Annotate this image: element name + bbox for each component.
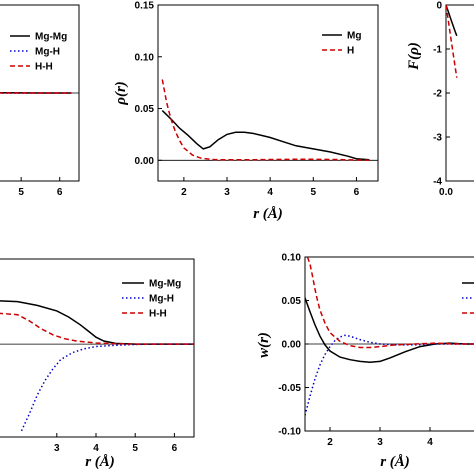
x-tick-label: 4 xyxy=(93,443,99,454)
x-tick-label: 3 xyxy=(377,437,383,448)
x-tick-label: 3 xyxy=(54,443,60,454)
legend: Mg H xyxy=(322,31,361,57)
x-tick-label: 6 xyxy=(172,443,178,454)
series-line-mg xyxy=(161,110,370,161)
x-tick-label: 6 xyxy=(57,187,63,198)
series-group xyxy=(446,5,458,78)
series-group xyxy=(161,79,370,161)
legend-label: Mg-Mg xyxy=(35,32,67,43)
series-line-2 xyxy=(305,334,474,416)
series-line-mg xyxy=(446,5,458,37)
legend: Mg-Mg Mg-H H-H xyxy=(122,279,181,320)
y-axis-label: F(ρ) xyxy=(406,42,422,71)
series-line-h xyxy=(446,5,458,78)
legend: Mg-Mg Mg-H H-H xyxy=(10,32,67,73)
chart-panel-4: 3 4 5 6 r (Å) Mg-Mg Mg-H H-H xyxy=(0,258,195,470)
chart-panel-3: 0.0 0 -1 -2 -3 -4 F(ρ) xyxy=(406,1,474,198)
y-tick-label: 0.00 xyxy=(135,156,155,167)
y-tick-label: -2 xyxy=(433,89,442,100)
legend-label: Mg xyxy=(347,31,361,42)
y-tick-label: 0.10 xyxy=(282,253,302,264)
y-tick-label: 0 xyxy=(436,1,442,12)
y-tick-label: -4 xyxy=(433,177,442,188)
series-line-mg-h xyxy=(20,343,194,432)
legend-label: H-H xyxy=(35,62,53,73)
y-tick-label: 0.05 xyxy=(282,296,302,307)
series-line-3 xyxy=(306,257,474,349)
chart-panel-2: 2 3 4 5 6 0.00 0.05 0.10 0.15 r (Å) ρ(r) Mg H xyxy=(113,1,379,222)
legend xyxy=(462,282,474,314)
x-tick-label: 0.0 xyxy=(439,187,453,198)
x-tick-label: 5 xyxy=(18,187,24,198)
legend-label: Mg-H xyxy=(149,294,174,305)
chart-panel-5: 2 3 4 -0.10 -0.05 0.00 0.05 0.10 r (Å) w(r) xyxy=(256,253,474,470)
y-tick-label: -0.05 xyxy=(278,383,301,394)
series-line-h xyxy=(161,79,370,161)
y-tick-label: 0.10 xyxy=(135,52,155,63)
y-tick-label: -1 xyxy=(433,45,442,56)
legend-label: Mg-H xyxy=(35,47,60,58)
x-axis-label: r (Å) xyxy=(85,454,115,470)
legend-label: H-H xyxy=(149,309,167,320)
y-tick-label: -0.10 xyxy=(278,427,301,438)
x-tick-label: 4 xyxy=(427,437,433,448)
series-group xyxy=(305,257,474,416)
x-tick-label: 5 xyxy=(132,443,138,454)
series-line-h-h xyxy=(0,312,194,345)
x-tick-label: 2 xyxy=(181,187,187,198)
x-tick-label: 4 xyxy=(267,187,273,198)
y-tick-label: 0.00 xyxy=(282,340,302,351)
plot-frame xyxy=(157,4,379,182)
y-tick-label: 0.15 xyxy=(135,1,155,12)
series-line-1 xyxy=(305,297,474,364)
x-tick-label: 2 xyxy=(327,437,333,448)
x-axis-label: r (Å) xyxy=(380,454,410,470)
y-tick-label: 0.05 xyxy=(135,104,155,115)
y-axis-label: w(r) xyxy=(256,332,272,358)
y-tick-label: -3 xyxy=(433,133,442,144)
x-axis-label: r (Å) xyxy=(253,206,283,222)
series-group xyxy=(0,300,194,432)
series-line-mg-mg xyxy=(0,300,194,345)
chart-panel-1: 5 6 Mg-Mg Mg-H H-H xyxy=(0,4,80,198)
x-tick-label: 3 xyxy=(224,187,230,198)
x-tick-label: 5 xyxy=(311,187,317,198)
y-axis-label: ρ(r) xyxy=(113,81,129,106)
x-tick-label: 6 xyxy=(354,187,360,198)
legend-label: Mg-Mg xyxy=(149,279,181,290)
legend-label: H xyxy=(347,46,354,57)
